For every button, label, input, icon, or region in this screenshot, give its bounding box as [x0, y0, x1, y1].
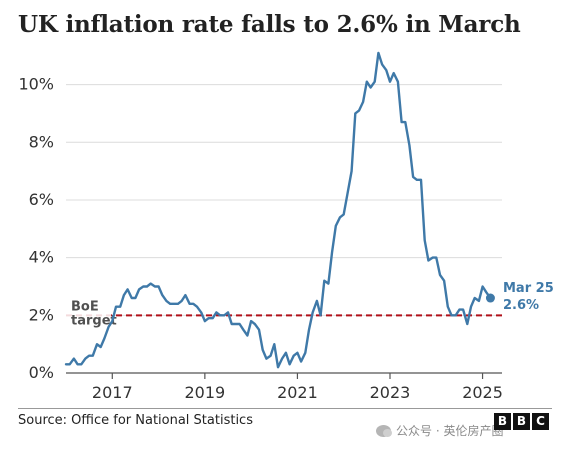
y-tick-label: 0%: [29, 363, 54, 382]
x-tick-label: 2019: [184, 383, 225, 402]
watermark-text: 公众号 · 英伦房产圈: [396, 424, 504, 438]
bbc-logo: B B C: [494, 413, 549, 430]
reference-label-bg: [66, 298, 111, 329]
end-point-label: 2.6%: [503, 298, 539, 313]
bbc-logo-letter-1: B: [494, 413, 511, 430]
source-note: Source: Office for National Statistics: [18, 413, 253, 428]
reference-label: BoE: [71, 299, 99, 314]
end-annotation: Mar 25 2.6%: [485, 281, 554, 313]
series-line: [64, 51, 492, 369]
y-tick-label: 10%: [18, 75, 54, 94]
bbc-logo-letter-2: B: [513, 413, 530, 430]
bbc-logo-letter-3: C: [532, 413, 549, 430]
x-tick-label: 2017: [92, 383, 133, 402]
y-tick-label: 6%: [29, 190, 54, 209]
end-point-marker: [485, 293, 495, 303]
x-tick-label: 2023: [370, 383, 411, 402]
y-tick-label: 8%: [29, 132, 54, 151]
wechat-icon: [376, 424, 392, 437]
gridlines: [66, 84, 502, 374]
wechat-watermark: 公众号 · 英伦房产圈: [376, 422, 503, 439]
end-point-label: Mar 25: [503, 281, 554, 296]
x-axis: 0% 2% 4% 6% 8% 10% 2017 2019 2021 2023 2025: [18, 75, 502, 402]
page-title: UK inflation rate falls to 2.6% in March: [18, 11, 521, 38]
x-tick-label: 2025: [462, 383, 503, 402]
source-divider: [18, 408, 552, 409]
y-tick-label: 4%: [29, 248, 54, 267]
reference-label: target: [71, 313, 117, 328]
x-tick-label: 2021: [277, 383, 318, 402]
inflation-series: [64, 51, 492, 369]
y-tick-label: 2%: [29, 305, 54, 324]
